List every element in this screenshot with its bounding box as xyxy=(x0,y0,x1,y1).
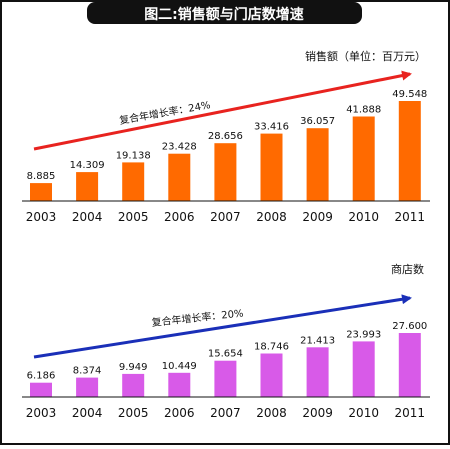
stores-tick-label: 2011 xyxy=(395,406,426,420)
stores-value-label: 23.993 xyxy=(346,329,381,340)
stores-value-label: 27.600 xyxy=(392,321,427,332)
sales-tick-label: 2006 xyxy=(164,210,195,224)
stores-bar-2003 xyxy=(30,382,52,397)
sales-bar-2003 xyxy=(30,183,52,201)
stores-value-label: 9.949 xyxy=(119,362,148,373)
stores-value-label: 18.746 xyxy=(254,342,289,353)
stores-tick-label: 2005 xyxy=(118,406,149,420)
stores-tick-label: 2008 xyxy=(256,406,287,420)
sales-tick-label: 2011 xyxy=(395,210,426,224)
sales-bar-2009 xyxy=(306,128,329,201)
sales-value-label: 49.548 xyxy=(392,89,427,100)
sales-tick-label: 2008 xyxy=(256,210,287,224)
sales-bar-2011 xyxy=(398,101,421,201)
sales-value-label: 33.416 xyxy=(254,122,289,133)
stores-growth-arrow xyxy=(33,294,412,359)
sales-bars xyxy=(30,101,421,201)
stores-bar-2005 xyxy=(122,373,145,397)
stores-value-label: 6.186 xyxy=(27,371,56,382)
sales-tick-label: 2003 xyxy=(26,210,57,224)
stores-bar-2010 xyxy=(352,341,375,397)
stores-unit-label: 商店数 xyxy=(391,262,424,276)
stores-bar-2008 xyxy=(260,353,283,397)
sales-tick-label: 2009 xyxy=(302,210,333,224)
stores-bars xyxy=(30,333,421,397)
stores-bar-2009 xyxy=(306,347,329,397)
stores-tick-label: 2007 xyxy=(210,406,241,420)
stores-tick-label: 2004 xyxy=(72,406,103,420)
stores-value-label: 8.374 xyxy=(73,366,102,377)
stores-tick-label: 2010 xyxy=(348,406,379,420)
stores-value-label: 21.413 xyxy=(300,335,335,346)
stores-bar-2011 xyxy=(398,333,421,397)
stores-value-label: 15.654 xyxy=(208,349,243,360)
sales-unit-label: 销售额（单位：百万元） xyxy=(305,49,426,63)
sales-value-label: 19.138 xyxy=(116,150,151,161)
sales-value-label: 23.428 xyxy=(162,142,197,153)
sales-bar-2005 xyxy=(122,162,145,201)
stores-value-label: 10.449 xyxy=(162,361,197,372)
sales-value-label: 28.656 xyxy=(208,131,243,142)
sales-value-label: 41.888 xyxy=(346,105,381,116)
stores-tick-label: 2003 xyxy=(26,406,57,420)
figure-title: 图二:销售额与门店数增速 xyxy=(144,6,304,23)
stores-bar-2007 xyxy=(214,360,237,397)
stores-tick-label: 2006 xyxy=(164,406,195,420)
stores-tick-label: 2009 xyxy=(302,406,333,420)
sales-chart: 销售额（单位：百万元） 复合年增长率：24% 8.88514.30919.138… xyxy=(22,49,430,224)
sales-tick-label: 2010 xyxy=(348,210,379,224)
sales-labels: 8.885 14.309 19.138 23.428 28.656 33.416 36.05… xyxy=(27,89,428,182)
title-badge xyxy=(87,2,362,24)
sales-growth-arrow xyxy=(33,70,412,151)
stores-chart: 商店数 复合年增长率：20% 6.186 8.374 9.949 10.44915.6… xyxy=(22,262,430,420)
sales-tick-label: 2004 xyxy=(72,210,103,224)
sales-bar-2006 xyxy=(168,153,191,201)
sales-bar-2007 xyxy=(214,143,237,201)
sales-bar-2010 xyxy=(352,116,375,201)
sales-ticks: 2003 2004 2005 2006 2007 2008 2009 2010 2011 xyxy=(26,210,425,224)
sales-bar-2004 xyxy=(76,172,99,201)
sales-bar-2008 xyxy=(260,133,283,201)
sales-value-label: 36.057 xyxy=(300,116,335,127)
stores-ticks: 2003 2004 2005 2006 2007 2008 2009 2010 2011 xyxy=(26,406,425,420)
sales-tick-label: 2005 xyxy=(118,210,149,224)
sales-value-label: 8.885 xyxy=(27,171,56,182)
sales-value-label: 14.309 xyxy=(70,160,105,171)
stores-bar-2004 xyxy=(76,377,99,397)
stores-labels: 6.186 8.374 9.949 10.449 15.654 18.746 21.413 2… xyxy=(27,321,428,382)
sales-tick-label: 2007 xyxy=(210,210,241,224)
stores-bar-2006 xyxy=(168,372,191,397)
